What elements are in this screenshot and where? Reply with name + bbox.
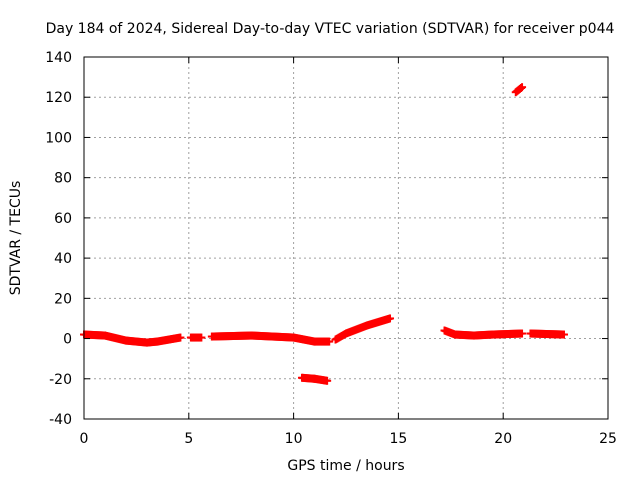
- data-point: [325, 337, 334, 346]
- y-tick-label: -20: [49, 372, 72, 388]
- data-points: [80, 83, 568, 385]
- chart-title: Day 184 of 2024, Sidereal Day-to-day VTE…: [46, 21, 615, 37]
- data-point: [559, 330, 568, 339]
- x-tick-label: 20: [494, 431, 512, 447]
- y-tick-label: -40: [49, 412, 72, 428]
- x-tick-label: 15: [389, 431, 407, 447]
- data-point: [518, 329, 527, 338]
- y-tick-label: 80: [54, 171, 72, 187]
- data-point: [197, 333, 206, 342]
- y-tick-label: 20: [54, 291, 72, 307]
- x-tick-label: 5: [184, 431, 193, 447]
- x-axis-label: GPS time / hours: [287, 458, 404, 474]
- y-tick-label: 0: [63, 332, 72, 348]
- plot-area-frame: [83, 56, 609, 420]
- y-tick-label: 40: [54, 251, 72, 267]
- x-tick-label: 10: [285, 431, 303, 447]
- data-point: [323, 376, 332, 385]
- axis-ticks: 0 5 10 15 20 25 -40 -20 0 20 40 60 80 100 120 140: [45, 50, 617, 447]
- grid-lines: [84, 57, 608, 419]
- data-point: [176, 333, 185, 342]
- x-tick-label: 25: [599, 431, 617, 447]
- data-point: [386, 314, 395, 323]
- y-tick-label: 120: [45, 90, 72, 106]
- x-tick-label: 0: [80, 431, 89, 447]
- y-axis-label: SDTVAR / TECUs: [8, 181, 24, 296]
- y-tick-label: 140: [45, 50, 72, 66]
- y-tick-label: 60: [54, 211, 72, 227]
- y-tick-label: 100: [45, 130, 72, 146]
- data-point: [518, 83, 527, 92]
